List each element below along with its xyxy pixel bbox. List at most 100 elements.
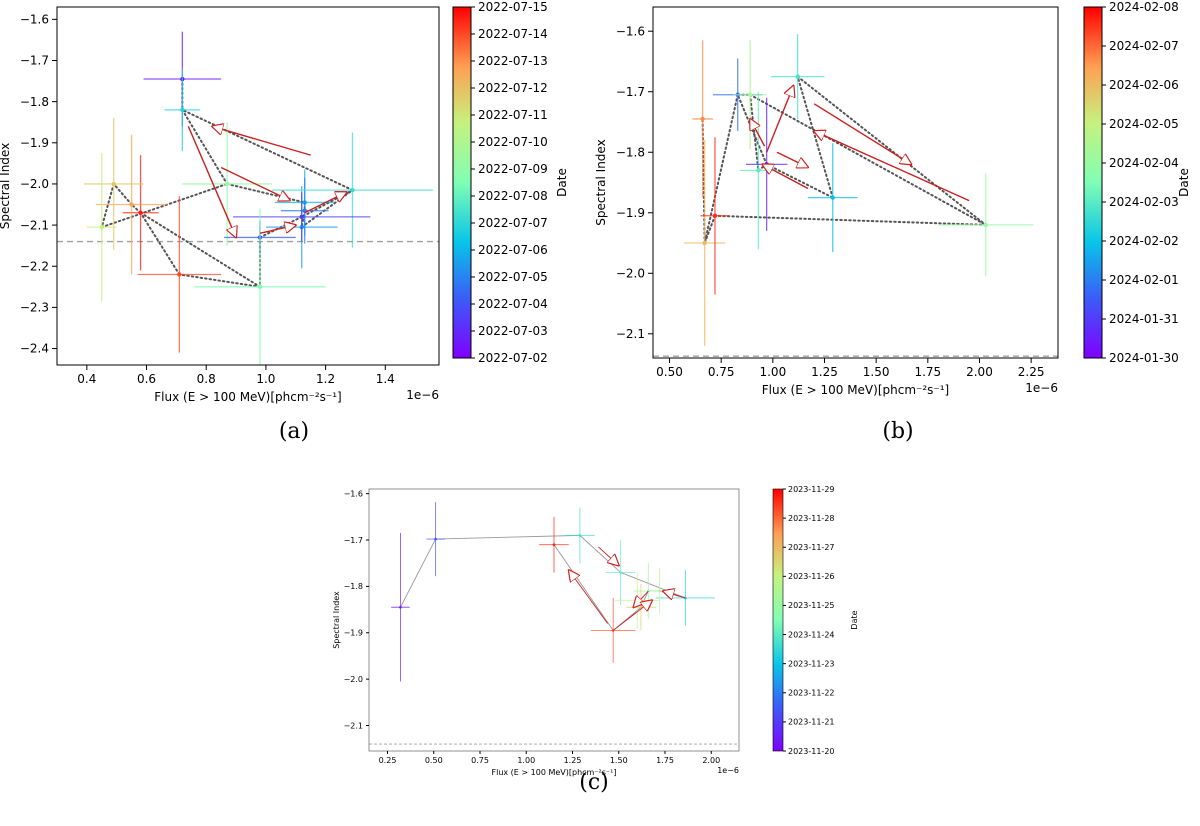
x-axis-label: Flux (E > 100 MeV)[phcm⁻²s⁻¹] <box>154 390 341 404</box>
trend-arrow <box>776 151 808 167</box>
chart-panel-3: 0.25 0.50 0.75 1.00 1.25 1.50 1.75 2.00 −2.1 −2.0… <box>332 485 859 795</box>
x-tick-label: 0.75 <box>471 756 489 765</box>
trend-arrow <box>765 86 794 153</box>
colorbar-tick-label: 2024-01-31 <box>1109 312 1179 326</box>
colorbar-tick-label: 2023-11-21 <box>788 718 835 727</box>
y-tick-label: −2.0 <box>616 266 645 280</box>
connecting-path-segment <box>765 163 834 199</box>
x-axis-label: Flux (E > 100 MeV)[phcm⁻²s⁻¹] <box>492 768 617 777</box>
colorbar-tick-label: 2024-02-04 <box>1109 156 1179 170</box>
data-point <box>257 284 263 290</box>
colorbar-tick-label: 2022-07-10 <box>478 135 548 149</box>
data-point <box>619 571 622 574</box>
connecting-path-segment <box>703 93 739 245</box>
y-tick-label: −1.6 <box>616 24 645 38</box>
y-tick-label: −1.6 <box>20 13 49 27</box>
y-tick-label: −2.1 <box>344 721 363 730</box>
trend-arrow <box>763 164 809 190</box>
colorbar-tick-label: 2022-07-06 <box>478 243 548 257</box>
data-point <box>700 116 705 122</box>
trend-arrow <box>814 131 970 202</box>
data-point <box>138 210 143 215</box>
colorbar-tick-label: 2024-02-06 <box>1109 78 1179 92</box>
x-tick-label: 1.00 <box>517 756 535 765</box>
x-tick-label: 0.6 <box>137 372 156 386</box>
colorbar-tick-label: 2022-07-03 <box>478 324 548 338</box>
plot-frame <box>56 6 440 366</box>
colorbar-tick-label: 2024-01-30 <box>1109 351 1179 365</box>
colorbar-tick-label: 2022-07-11 <box>478 108 548 122</box>
x-tick-label: 0.50 <box>656 365 683 379</box>
data-point <box>180 107 185 113</box>
trend-arrow <box>187 126 236 237</box>
plot-frame <box>652 6 1059 359</box>
data-point <box>747 92 753 97</box>
connecting-path-segment <box>620 572 686 599</box>
connecting-path-segment <box>139 211 261 288</box>
colorbar-label: Date <box>555 168 569 197</box>
trend-arrow <box>598 546 618 566</box>
connecting-path-segment <box>100 182 229 229</box>
x-tick-label: 2.00 <box>702 756 720 765</box>
colorbar-tick-label: 2023-11-26 <box>788 572 835 581</box>
data-point <box>434 537 437 541</box>
colorbar-tick-label: 2022-07-05 <box>478 270 548 284</box>
connecting-path-segment <box>749 93 760 172</box>
x-axis-multiplier: 1e−6 <box>406 388 439 402</box>
y-axis-label: Spectral Index <box>0 143 12 229</box>
x-tick-label: 1.75 <box>656 756 674 765</box>
connecting-path-segment <box>703 214 716 245</box>
y-tick-label: −1.8 <box>344 582 363 591</box>
colorbar-tick-label: 2022-07-02 <box>478 351 548 365</box>
connecting-path-segment <box>640 590 649 608</box>
colorbar-tick-label: 2023-11-20 <box>788 747 835 756</box>
connecting-path-segment <box>300 189 354 218</box>
trend-arrow <box>259 225 296 235</box>
colorbar-tick-label: 2023-11-25 <box>788 601 835 610</box>
data-point <box>578 534 582 537</box>
colorbar-tick-label: 2023-11-24 <box>788 630 835 639</box>
data-point <box>99 224 104 230</box>
x-tick-label: 1.50 <box>863 365 890 379</box>
colorbar-tick-label: 2022-07-04 <box>478 297 548 311</box>
data-point <box>299 214 304 220</box>
panel-caption: (c) <box>579 770 609 795</box>
chart-panel-2: 0.50 0.75 1.00 1.25 1.50 1.75 2.00 2.25 −2.1 −2.0… <box>594 0 1191 444</box>
y-tick-label: −1.8 <box>20 95 49 109</box>
x-tick-label: 2.25 <box>1018 365 1045 379</box>
trend-arrow <box>304 192 347 214</box>
colorbar-label: Date <box>850 610 859 629</box>
x-axis-label: Flux (E > 100 MeV)[phcm⁻²s⁻¹] <box>762 383 949 397</box>
y-tick-label: −2.1 <box>616 327 645 341</box>
connecting-path-segment <box>749 93 987 226</box>
colorbar-tick-label: 2024-02-08 <box>1109 0 1179 14</box>
x-tick-label: 1.50 <box>610 756 628 765</box>
colorbar-label: Date <box>1177 168 1191 197</box>
connecting-path-segment <box>226 182 306 204</box>
connecting-path-segment <box>796 75 987 226</box>
colorbar-tick-label: 2023-11-23 <box>788 659 835 668</box>
colorbar-tick-label: 2022-07-07 <box>478 216 548 230</box>
data-point <box>350 187 355 193</box>
colorbar-tick-label: 2024-02-07 <box>1109 39 1179 53</box>
colorbar-tick-label: 2023-11-29 <box>788 485 835 494</box>
y-tick-label: −2.2 <box>20 259 49 273</box>
y-tick-label: −1.7 <box>616 85 645 99</box>
colorbar-tick-label: 2022-07-09 <box>478 162 548 176</box>
data-point <box>658 589 661 593</box>
colorbar <box>1083 6 1103 359</box>
y-tick-label: −1.9 <box>344 629 363 638</box>
y-tick-label: −1.7 <box>344 536 363 545</box>
connecting-path-segment <box>181 108 354 192</box>
connecting-path-segment <box>178 273 261 288</box>
data-point <box>983 222 988 228</box>
colorbar <box>772 488 784 752</box>
y-tick-label: −2.1 <box>20 218 49 232</box>
trend-arrow <box>569 570 609 624</box>
trend-arrow <box>212 126 311 156</box>
connecting-path-segment <box>400 538 436 608</box>
y-tick-label: −1.7 <box>20 54 49 68</box>
x-tick-label: 0.25 <box>379 756 397 765</box>
x-tick-label: 1.00 <box>759 365 786 379</box>
